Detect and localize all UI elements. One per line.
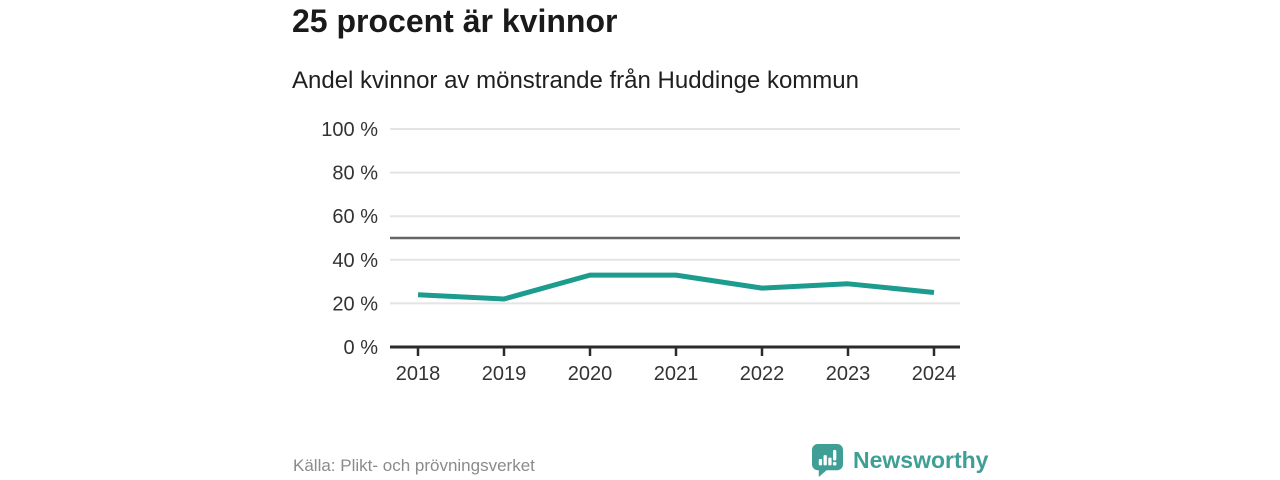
y-tick-label: 20 % — [332, 293, 378, 315]
line-chart: 0 % 20 % 40 % 60 % 80 % 100 % 2018 2019 2020 2021… — [321, 119, 960, 385]
x-tick-label: 2023 — [826, 363, 871, 385]
x-tick-label: 2021 — [654, 363, 699, 385]
chart-subtitle: Andel kvinnor av mönstrande från Hudding… — [292, 67, 859, 94]
source-note: Källa: Plikt- och prövningsverket — [293, 456, 535, 475]
x-tick-label: 2024 — [912, 363, 957, 385]
newsworthy-logo-icon — [812, 444, 843, 477]
newsworthy-logo: Newsworthy — [812, 444, 988, 477]
y-tick-label: 60 % — [332, 206, 378, 228]
x-tick-label: 2020 — [568, 363, 613, 385]
chart-title: 25 procent är kvinnor — [292, 3, 618, 39]
data-line — [417, 272, 935, 302]
y-tick-label: 80 % — [332, 163, 378, 185]
y-tick-label: 0 % — [344, 337, 379, 359]
x-tick-label: 2018 — [396, 363, 441, 385]
brand-name: Newsworthy — [853, 447, 989, 473]
y-tick-label: 40 % — [332, 250, 378, 272]
x-tick-label: 2019 — [482, 363, 527, 385]
y-tick-label: 100 % — [321, 119, 378, 141]
x-tick-label: 2022 — [740, 363, 785, 385]
chart-canvas: 0 % 20 % 40 % 60 % 80 % 100 % 2018 2019 2020 2021… — [321, 119, 960, 385]
